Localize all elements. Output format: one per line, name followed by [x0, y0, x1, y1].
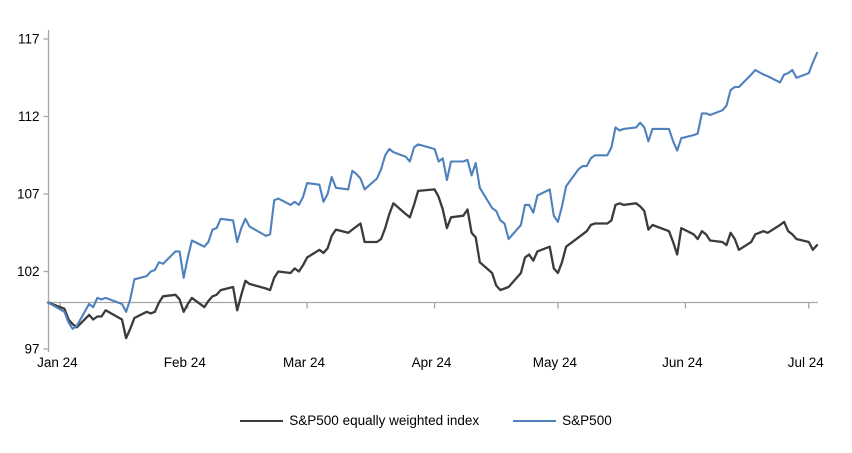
legend-item-sp500: S&P500 [513, 412, 612, 429]
x-tick-label: Feb 24 [164, 355, 207, 370]
y-tick-label: 117 [18, 32, 40, 47]
y-tick-label: 102 [17, 264, 40, 279]
x-tick-label: May 24 [533, 355, 578, 370]
equal-weight-line-swatch [240, 419, 284, 422]
sp500-line-swatch [513, 419, 557, 422]
legend-item-equal-weight: S&P500 equally weighted index [240, 412, 479, 429]
equal-weight-label: S&P500 equally weighted index [289, 413, 480, 428]
x-tick-label: Apr 24 [412, 355, 452, 370]
x-tick-label: Jan 24 [37, 355, 78, 370]
y-tick-label: 97 [24, 342, 39, 357]
x-tick-label: Jul 24 [788, 355, 825, 370]
series-line-1 [46, 51, 819, 330]
x-tick-label: Jun 24 [662, 355, 703, 370]
y-tick-label: 107 [17, 187, 40, 202]
y-tick-label: 112 [18, 109, 40, 124]
series-line-0 [46, 188, 819, 340]
sp500-label: S&P500 [562, 413, 612, 428]
x-tick-label: Mar 24 [283, 355, 326, 370]
chart-legend: S&P500 equally weighted index S&P500 [0, 412, 852, 429]
